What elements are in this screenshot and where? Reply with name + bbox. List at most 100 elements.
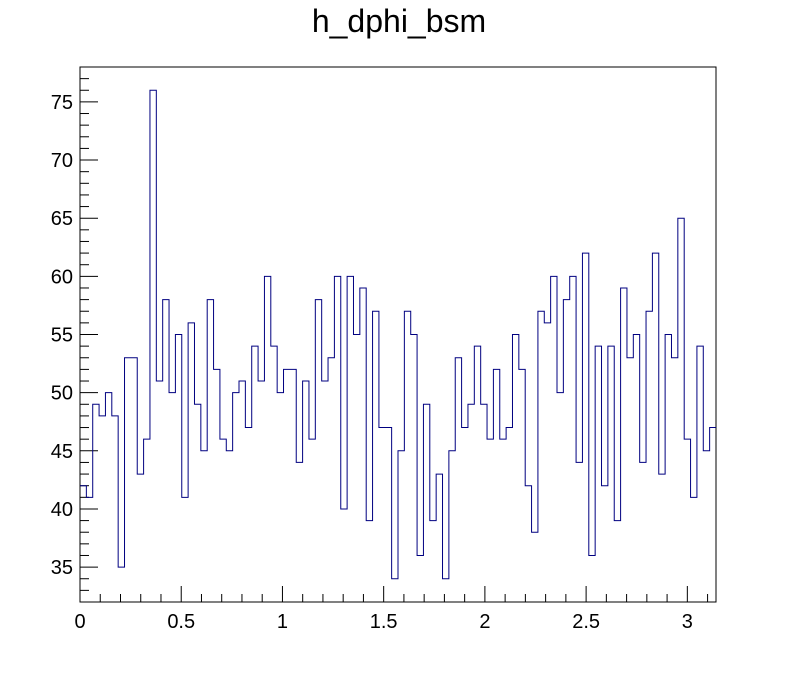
y-tick-label: 70 [51, 150, 73, 172]
histogram-bin [207, 300, 213, 602]
histogram-bin [544, 323, 550, 602]
histogram-bin [417, 555, 423, 602]
histogram-bin [80, 486, 86, 602]
histogram-bin [512, 335, 518, 603]
histogram-bin [137, 474, 143, 602]
histogram-bin [258, 381, 264, 602]
histogram-bin [322, 381, 328, 602]
histogram-bin [347, 276, 353, 602]
histogram-bin [697, 346, 703, 602]
histogram-bin [614, 521, 620, 602]
histogram-bin [118, 567, 124, 602]
histogram-bin [525, 486, 531, 602]
histogram-bin [468, 404, 474, 602]
histogram-bin [86, 497, 92, 602]
x-tick-label: 0.5 [167, 611, 195, 633]
x-axis: 0 0.5 1 1.5 2 2.5 3 [74, 586, 709, 633]
histogram-bin [481, 404, 487, 602]
histogram-bin [652, 253, 658, 602]
histogram-bin [252, 346, 258, 602]
x-tick-label: 3 [682, 611, 693, 633]
histogram-bin [150, 90, 156, 602]
histogram-bin [315, 300, 321, 602]
histogram-bin [309, 439, 315, 602]
y-axis: 35 40 45 50 55 60 65 70 75 [51, 66, 98, 603]
histogram-bin [284, 369, 290, 602]
y-tick-label: 40 [51, 499, 73, 521]
histogram-bin [182, 497, 188, 602]
histogram-bin [519, 369, 525, 602]
histogram-bin [602, 486, 608, 602]
histogram-bin [169, 393, 175, 602]
y-tick-label: 65 [51, 208, 73, 230]
histogram-bin [105, 393, 111, 602]
histogram-bin [423, 404, 429, 602]
histogram-bin [710, 428, 716, 602]
histogram-bin [678, 218, 684, 602]
x-tick-label: 0 [74, 611, 85, 633]
histogram-bin [353, 335, 359, 603]
histogram-bin [99, 416, 105, 602]
histogram-bin [532, 532, 538, 602]
histogram-bin [360, 288, 366, 602]
histogram-bin [392, 579, 398, 602]
histogram-bin [582, 253, 588, 602]
histogram-bin [633, 335, 639, 603]
histogram-bin [474, 346, 480, 602]
histogram-bin [411, 335, 417, 603]
histogram-bin [175, 335, 181, 603]
y-tick-label: 60 [51, 266, 73, 288]
histogram-bin [226, 451, 232, 602]
histogram-bin [328, 358, 334, 602]
histogram-bin [595, 346, 601, 602]
histogram-bin [398, 451, 404, 602]
histogram-bin [144, 439, 150, 602]
y-tick-label: 35 [51, 557, 73, 579]
histogram-bin [277, 393, 283, 602]
histogram-bin [462, 428, 468, 602]
histogram-bin [366, 521, 372, 602]
histogram-bin [436, 474, 442, 602]
x-tick-label: 2.5 [572, 611, 600, 633]
histogram-bin [665, 335, 671, 603]
histogram-bin [385, 428, 391, 602]
histogram-bin [296, 462, 302, 602]
histogram-bin [684, 439, 690, 602]
histogram-bin [290, 369, 296, 602]
histogram-bin [646, 311, 652, 602]
histogram-bin [341, 509, 347, 602]
histogram-bin [691, 497, 697, 602]
histogram-bin [239, 381, 245, 602]
histogram-bin [563, 300, 569, 602]
histogram-bin [220, 439, 226, 602]
histogram-bin [551, 276, 557, 602]
histogram-bin [627, 358, 633, 602]
histogram-bin [201, 451, 207, 602]
histogram-bin [493, 369, 499, 602]
histogram-bin [430, 521, 436, 602]
histogram-bin [538, 311, 544, 602]
x-tick-label: 1.5 [370, 611, 398, 633]
histogram-bin [125, 358, 131, 602]
histogram-bin [500, 439, 506, 602]
histogram-bin [506, 428, 512, 602]
histogram-bin [449, 451, 455, 602]
y-tick-label: 55 [51, 325, 73, 347]
histogram-bin [671, 358, 677, 602]
histogram-bin [303, 381, 309, 602]
histogram-bin [163, 300, 169, 602]
histogram-bin [404, 311, 410, 602]
histogram-bin [156, 381, 162, 602]
histogram-bin [334, 276, 340, 602]
histogram-bin [576, 462, 582, 602]
histogram-bin [131, 358, 137, 602]
histogram-bin [264, 276, 270, 602]
histogram-bin [188, 323, 194, 602]
histogram-bin [608, 346, 614, 602]
histogram-bin [640, 462, 646, 602]
histogram-bin [373, 311, 379, 602]
x-tick-label: 2 [479, 611, 490, 633]
y-tick-label: 50 [51, 383, 73, 405]
histogram-bin [233, 393, 239, 602]
